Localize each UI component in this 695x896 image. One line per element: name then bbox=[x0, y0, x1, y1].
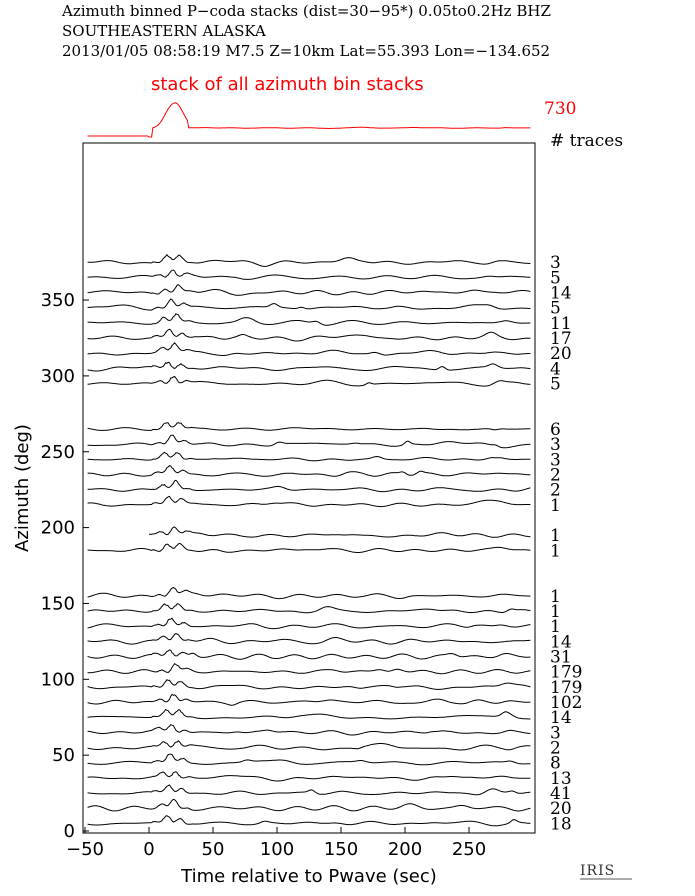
trace-count-label: 14 bbox=[550, 284, 572, 304]
trace-count-label: 5 bbox=[550, 299, 561, 319]
summary-stack-label: stack of all azimuth bin stacks bbox=[151, 74, 424, 95]
trace-azimuth-305 bbox=[87, 361, 531, 372]
trace-azimuth-145 bbox=[87, 603, 531, 614]
y-tick-label: 100 bbox=[41, 669, 75, 690]
plot-frame bbox=[82, 142, 536, 834]
trace-azimuth-25 bbox=[87, 784, 531, 796]
trace-azimuth-345 bbox=[87, 298, 531, 311]
trace-count-label: 1 bbox=[550, 587, 561, 607]
trace-count-label: 3 bbox=[550, 723, 561, 743]
trace-count-label: 11 bbox=[550, 314, 572, 334]
trace-count-label: 4 bbox=[550, 359, 561, 379]
trace-azimuth-235 bbox=[87, 465, 531, 477]
trace-count-label: 14 bbox=[550, 708, 572, 728]
trace-azimuth-45 bbox=[87, 753, 531, 766]
trace-azimuth-355 bbox=[87, 284, 531, 296]
trace-count-label: 6 bbox=[550, 420, 561, 440]
header-line-2: SOUTHEASTERN ALASKA bbox=[62, 22, 266, 40]
trace-azimuth-215 bbox=[87, 495, 531, 508]
trace-azimuth-185 bbox=[87, 542, 531, 553]
trace-count-label: 179 bbox=[550, 678, 582, 698]
x-tick-label: 150 bbox=[324, 839, 358, 860]
trace-azimuth-255 bbox=[87, 434, 531, 449]
trace-azimuth-365 bbox=[87, 269, 531, 280]
trace-count-label: 1 bbox=[550, 617, 561, 637]
x-tick-label: 250 bbox=[452, 839, 486, 860]
trace-azimuth-95 bbox=[87, 679, 531, 690]
y-tick-label: 250 bbox=[41, 442, 75, 463]
trace-count-header: # traces bbox=[550, 131, 623, 151]
x-axis-label: Time relative to Pwave (sec) bbox=[180, 866, 437, 887]
trace-azimuth-5 bbox=[87, 815, 531, 827]
trace-count-label: 2 bbox=[550, 481, 561, 501]
trace-azimuth-125 bbox=[87, 633, 531, 645]
trace-count-label: 5 bbox=[550, 268, 561, 288]
trace-count-label: 3 bbox=[550, 253, 561, 273]
y-axis: 0 50 100 150 200 250 300 350 bbox=[41, 290, 89, 842]
x-tick-label: 200 bbox=[388, 839, 422, 860]
trace-azimuth-105 bbox=[87, 663, 531, 675]
trace-count-label: 1 bbox=[550, 541, 561, 561]
y-tick-label: 300 bbox=[41, 366, 75, 387]
y-tick-label: 200 bbox=[41, 518, 75, 539]
trace-azimuth-135 bbox=[87, 617, 531, 630]
trace-count-label: 1 bbox=[550, 496, 561, 516]
trace-count-label: 102 bbox=[550, 693, 582, 713]
y-tick-label: 50 bbox=[52, 745, 75, 766]
trace-count-label: 8 bbox=[550, 754, 561, 774]
trace-count-label: 14 bbox=[550, 632, 572, 652]
trace-azimuth-65 bbox=[87, 723, 531, 736]
iris-logo-text: IRIS bbox=[580, 863, 615, 879]
trace-azimuth-35 bbox=[87, 771, 531, 782]
trace-azimuth-155 bbox=[87, 586, 531, 600]
trace-azimuth-75 bbox=[87, 708, 531, 720]
trace-count-label: 20 bbox=[550, 344, 572, 364]
trace-count-label: 3 bbox=[550, 450, 561, 470]
y-axis-label: Azimuth (deg) bbox=[12, 424, 33, 552]
trace-count-label: 179 bbox=[550, 663, 582, 683]
trace-count-label: 41 bbox=[550, 784, 572, 804]
summary-stack-trace bbox=[87, 102, 531, 138]
x-tick-label: 0 bbox=[143, 839, 154, 860]
trace-azimuth-265 bbox=[87, 422, 531, 431]
y-tick-label: 0 bbox=[64, 821, 75, 842]
trace-count-label: 18 bbox=[550, 814, 572, 834]
trace-count-label: 17 bbox=[550, 329, 572, 349]
trace-azimuth-295 bbox=[87, 375, 531, 387]
trace-count-label: 5 bbox=[550, 375, 561, 395]
trace-count-label: 3 bbox=[550, 435, 561, 455]
trace-azimuth-335 bbox=[87, 313, 531, 326]
trace-count-label: 2 bbox=[550, 466, 561, 486]
y-tick-label: 150 bbox=[41, 594, 75, 615]
trace-azimuth-15 bbox=[87, 798, 531, 812]
trace-azimuth-245 bbox=[87, 451, 531, 462]
trace-count-label: 1 bbox=[550, 526, 561, 546]
trace-azimuth-375 bbox=[87, 253, 531, 267]
trace-count-label: 20 bbox=[550, 799, 572, 819]
trace-group bbox=[87, 253, 531, 827]
trace-azimuth-115 bbox=[87, 649, 531, 660]
x-axis: −50 0 50 100 150 200 250 bbox=[66, 827, 486, 860]
trace-azimuth-225 bbox=[87, 479, 531, 493]
trace-azimuth-85 bbox=[87, 693, 531, 706]
trace-azimuth-315 bbox=[87, 342, 531, 356]
y-tick-label: 350 bbox=[41, 290, 75, 311]
x-tick-label: −50 bbox=[66, 839, 104, 860]
trace-count-group: 1820411382314102179179311411111122336542… bbox=[550, 253, 582, 834]
x-tick-label: 50 bbox=[202, 839, 225, 860]
x-tick-label: 100 bbox=[260, 839, 294, 860]
trace-count-label: 31 bbox=[550, 648, 572, 668]
trace-count-label: 13 bbox=[550, 769, 572, 789]
trace-azimuth-55 bbox=[87, 740, 531, 751]
trace-count-label: 1 bbox=[550, 602, 561, 622]
trace-azimuth-195 bbox=[149, 526, 531, 538]
iris-logo: IRIS bbox=[580, 863, 632, 880]
summary-count: 730 bbox=[544, 99, 576, 119]
trace-count-label: 2 bbox=[550, 739, 561, 759]
header-line-1: Azimuth binned P−coda stacks (dist=30−95… bbox=[61, 2, 551, 20]
trace-azimuth-325 bbox=[87, 328, 531, 342]
header-line-3: 2013/01/05 08:58:19 M7.5 Z=10km Lat=55.3… bbox=[62, 42, 550, 60]
